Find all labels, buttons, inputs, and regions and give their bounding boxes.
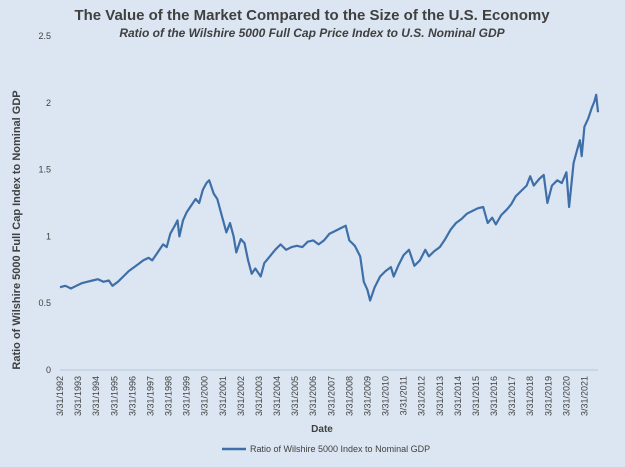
- x-axis-label: Date: [311, 424, 333, 435]
- x-tick-label: 3/31/2002: [236, 376, 246, 416]
- x-axis-ticks: 3/31/1992 3/31/1993 3/31/1994 3/31/1995 3/31…: [55, 376, 589, 416]
- x-tick-label: 3/31/2010: [381, 376, 391, 416]
- x-tick-label: 3/31/2016: [489, 376, 499, 416]
- y-tick-label: 2: [46, 98, 51, 108]
- y-tick-label: 0: [46, 365, 51, 375]
- chart-title: The Value of the Market Compared to the …: [74, 7, 550, 24]
- x-tick-label: 3/31/2018: [525, 376, 535, 416]
- x-tick-label: 3/31/2007: [326, 376, 336, 416]
- x-tick-label: 3/31/2015: [471, 376, 481, 416]
- chart-subtitle: Ratio of the Wilshire 5000 Full Cap Pric…: [119, 26, 505, 40]
- legend: Ratio of Wilshire 5000 Index to Nominal …: [222, 444, 430, 454]
- y-tick-label: 1.5: [38, 165, 51, 175]
- x-tick-label: 3/31/1998: [164, 376, 174, 416]
- x-tick-label: 3/31/2020: [561, 376, 571, 416]
- x-tick-label: 3/31/2004: [272, 376, 282, 416]
- y-axis-ticks: 0 0.5 1 1.5 2 2.5: [38, 31, 51, 375]
- x-tick-label: 3/31/1995: [109, 376, 119, 416]
- x-tick-label: 3/31/1992: [55, 376, 65, 416]
- y-tick-label: 2.5: [38, 31, 51, 41]
- x-tick-label: 3/31/2011: [399, 376, 409, 415]
- x-tick-label: 3/31/2019: [543, 376, 553, 416]
- x-tick-label: 3/31/2001: [218, 376, 228, 416]
- x-tick-label: 3/31/2000: [200, 376, 210, 416]
- x-tick-label: 3/31/2012: [417, 376, 427, 416]
- legend-label: Ratio of Wilshire 5000 Index to Nominal …: [250, 444, 430, 454]
- y-tick-label: 0.5: [38, 298, 51, 308]
- x-tick-label: 3/31/2021: [579, 376, 589, 416]
- x-tick-label: 3/31/2005: [290, 376, 300, 416]
- x-tick-label: 3/31/2006: [308, 376, 318, 416]
- x-tick-label: 3/31/1999: [182, 376, 192, 416]
- x-tick-label: 3/31/2008: [344, 376, 354, 416]
- y-axis-label: Ratio of Wilshire 5000 Full Cap Index to…: [11, 90, 23, 369]
- y-tick-label: 1: [46, 231, 51, 241]
- x-tick-label: 3/31/1996: [127, 376, 137, 416]
- series-line: [59, 93, 600, 302]
- x-tick-label: 3/31/2014: [453, 376, 463, 416]
- x-tick-label: 3/31/2009: [362, 376, 372, 416]
- x-tick-label: 3/31/1997: [145, 376, 155, 416]
- x-tick-label: 3/31/2003: [254, 376, 264, 416]
- x-tick-label: 3/31/1994: [91, 376, 101, 416]
- x-tick-label: 3/31/2017: [507, 376, 517, 416]
- x-tick-label: 3/31/1993: [73, 376, 83, 416]
- x-tick-label: 3/31/2013: [435, 376, 445, 416]
